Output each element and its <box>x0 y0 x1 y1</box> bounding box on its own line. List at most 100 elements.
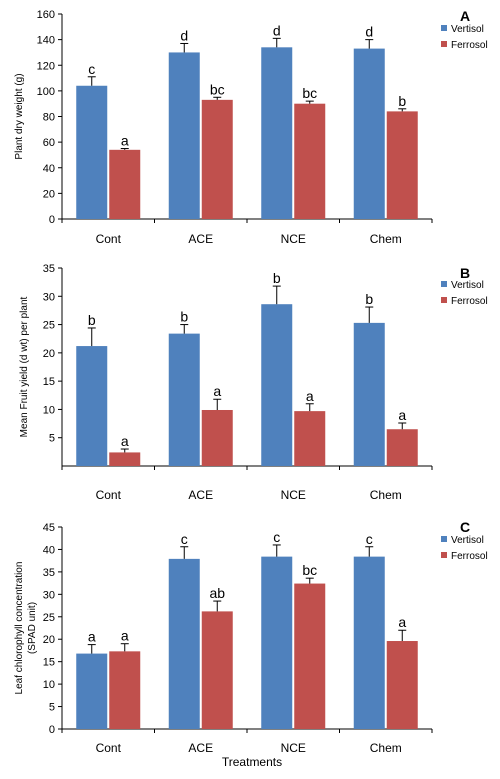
bar <box>76 85 108 219</box>
legend-label: Ferrosol <box>451 296 488 307</box>
bar <box>201 99 233 219</box>
significance-letter: c <box>366 531 373 547</box>
bar <box>261 47 293 219</box>
x-axis-label: Treatments <box>222 755 282 769</box>
significance-letter: a <box>398 407 406 423</box>
x-tick-label: Chem <box>370 741 402 755</box>
y-tick-label: 30 <box>43 291 55 303</box>
y-tick-label: 80 <box>43 112 55 124</box>
x-tick-label: Cont <box>96 741 122 755</box>
significance-letter: c <box>181 531 188 547</box>
y-tick-label: 10 <box>43 679 55 691</box>
x-tick-label: Cont <box>96 232 122 246</box>
y-tick-label: 40 <box>43 544 55 556</box>
y-tick-label: 10 <box>43 404 55 416</box>
bar <box>386 641 418 729</box>
legend-label: Ferrosol <box>451 40 488 51</box>
y-tick-label: 45 <box>43 522 55 534</box>
y-tick-label: 140 <box>37 35 55 47</box>
legend-swatch <box>441 297 447 303</box>
x-tick-label: ACE <box>188 741 213 755</box>
y-tick-label: 35 <box>43 567 55 579</box>
legend-label: Vertisol <box>451 24 484 35</box>
bar <box>294 411 326 466</box>
legend-swatch <box>441 25 447 31</box>
y-tick-label: 15 <box>43 657 55 669</box>
x-tick-label: ACE <box>188 488 213 502</box>
y-tick-label: 25 <box>43 612 55 624</box>
significance-letter: d <box>365 24 373 40</box>
bar <box>76 653 108 729</box>
y-tick-label: 0 <box>49 724 55 736</box>
legend-swatch <box>441 41 447 47</box>
significance-letter: a <box>121 628 129 644</box>
significance-letter: d <box>273 22 281 38</box>
legend-label: Vertisol <box>451 535 484 546</box>
y-tick-label: 160 <box>37 9 55 21</box>
y-tick-label: 20 <box>43 348 55 360</box>
bar <box>109 149 141 219</box>
y-axis-label: Leaf chlorophyll concentration <box>14 562 25 695</box>
bar <box>353 48 385 219</box>
significance-letter: a <box>121 433 129 449</box>
significance-letter: ab <box>209 585 225 601</box>
bar <box>76 346 108 466</box>
x-tick-label: NCE <box>281 488 306 502</box>
legend-label: Vertisol <box>451 280 484 291</box>
bar <box>294 103 326 219</box>
y-tick-label: 25 <box>43 320 55 332</box>
legend-label: Ferrosol <box>451 551 488 562</box>
bar <box>201 611 233 729</box>
significance-letter: c <box>88 61 95 77</box>
panel-letter: B <box>460 265 470 281</box>
y-tick-label: 30 <box>43 589 55 601</box>
legend-swatch <box>441 536 447 542</box>
y-tick-label: 15 <box>43 376 55 388</box>
x-tick-label: Chem <box>370 488 402 502</box>
y-tick-label: 20 <box>43 188 55 200</box>
y-axis-label: (SPAD unit) <box>27 602 38 654</box>
bar <box>353 322 385 466</box>
bar <box>386 429 418 466</box>
bar <box>353 556 385 729</box>
significance-letter: a <box>213 383 221 399</box>
bar <box>168 333 200 466</box>
significance-letter: d <box>180 27 188 43</box>
bar <box>168 52 200 219</box>
bar <box>201 409 233 466</box>
y-tick-label: 0 <box>49 214 55 226</box>
y-tick-label: 5 <box>49 433 55 445</box>
legend-swatch <box>441 552 447 558</box>
y-tick-label: 40 <box>43 163 55 175</box>
legend-swatch <box>441 281 447 287</box>
bar <box>168 558 200 729</box>
significance-letter: b <box>365 291 373 307</box>
bar <box>109 452 141 466</box>
y-axis-label: Plant dry weight (g) <box>14 73 25 159</box>
significance-letter: bc <box>302 85 317 101</box>
y-tick-label: 100 <box>37 86 55 98</box>
bar <box>261 304 293 466</box>
significance-letter: a <box>121 133 129 149</box>
y-tick-label: 60 <box>43 137 55 149</box>
bar <box>386 111 418 219</box>
y-tick-label: 20 <box>43 634 55 646</box>
x-tick-label: Chem <box>370 232 402 246</box>
y-tick-label: 120 <box>37 60 55 72</box>
bar <box>261 556 293 729</box>
y-tick-label: 35 <box>43 263 55 275</box>
significance-letter: b <box>88 312 96 328</box>
x-tick-label: ACE <box>188 232 213 246</box>
significance-letter: b <box>180 309 188 325</box>
panel-letter: A <box>460 8 470 24</box>
significance-letter: a <box>306 388 314 404</box>
x-tick-label: NCE <box>281 741 306 755</box>
y-tick-label: 5 <box>49 702 55 714</box>
significance-letter: bc <box>210 81 225 97</box>
significance-letter: b <box>398 93 406 109</box>
significance-letter: bc <box>302 562 317 578</box>
y-axis-label: Mean Fruit yield (d wt) per plant <box>19 296 30 437</box>
x-tick-label: Cont <box>96 488 122 502</box>
